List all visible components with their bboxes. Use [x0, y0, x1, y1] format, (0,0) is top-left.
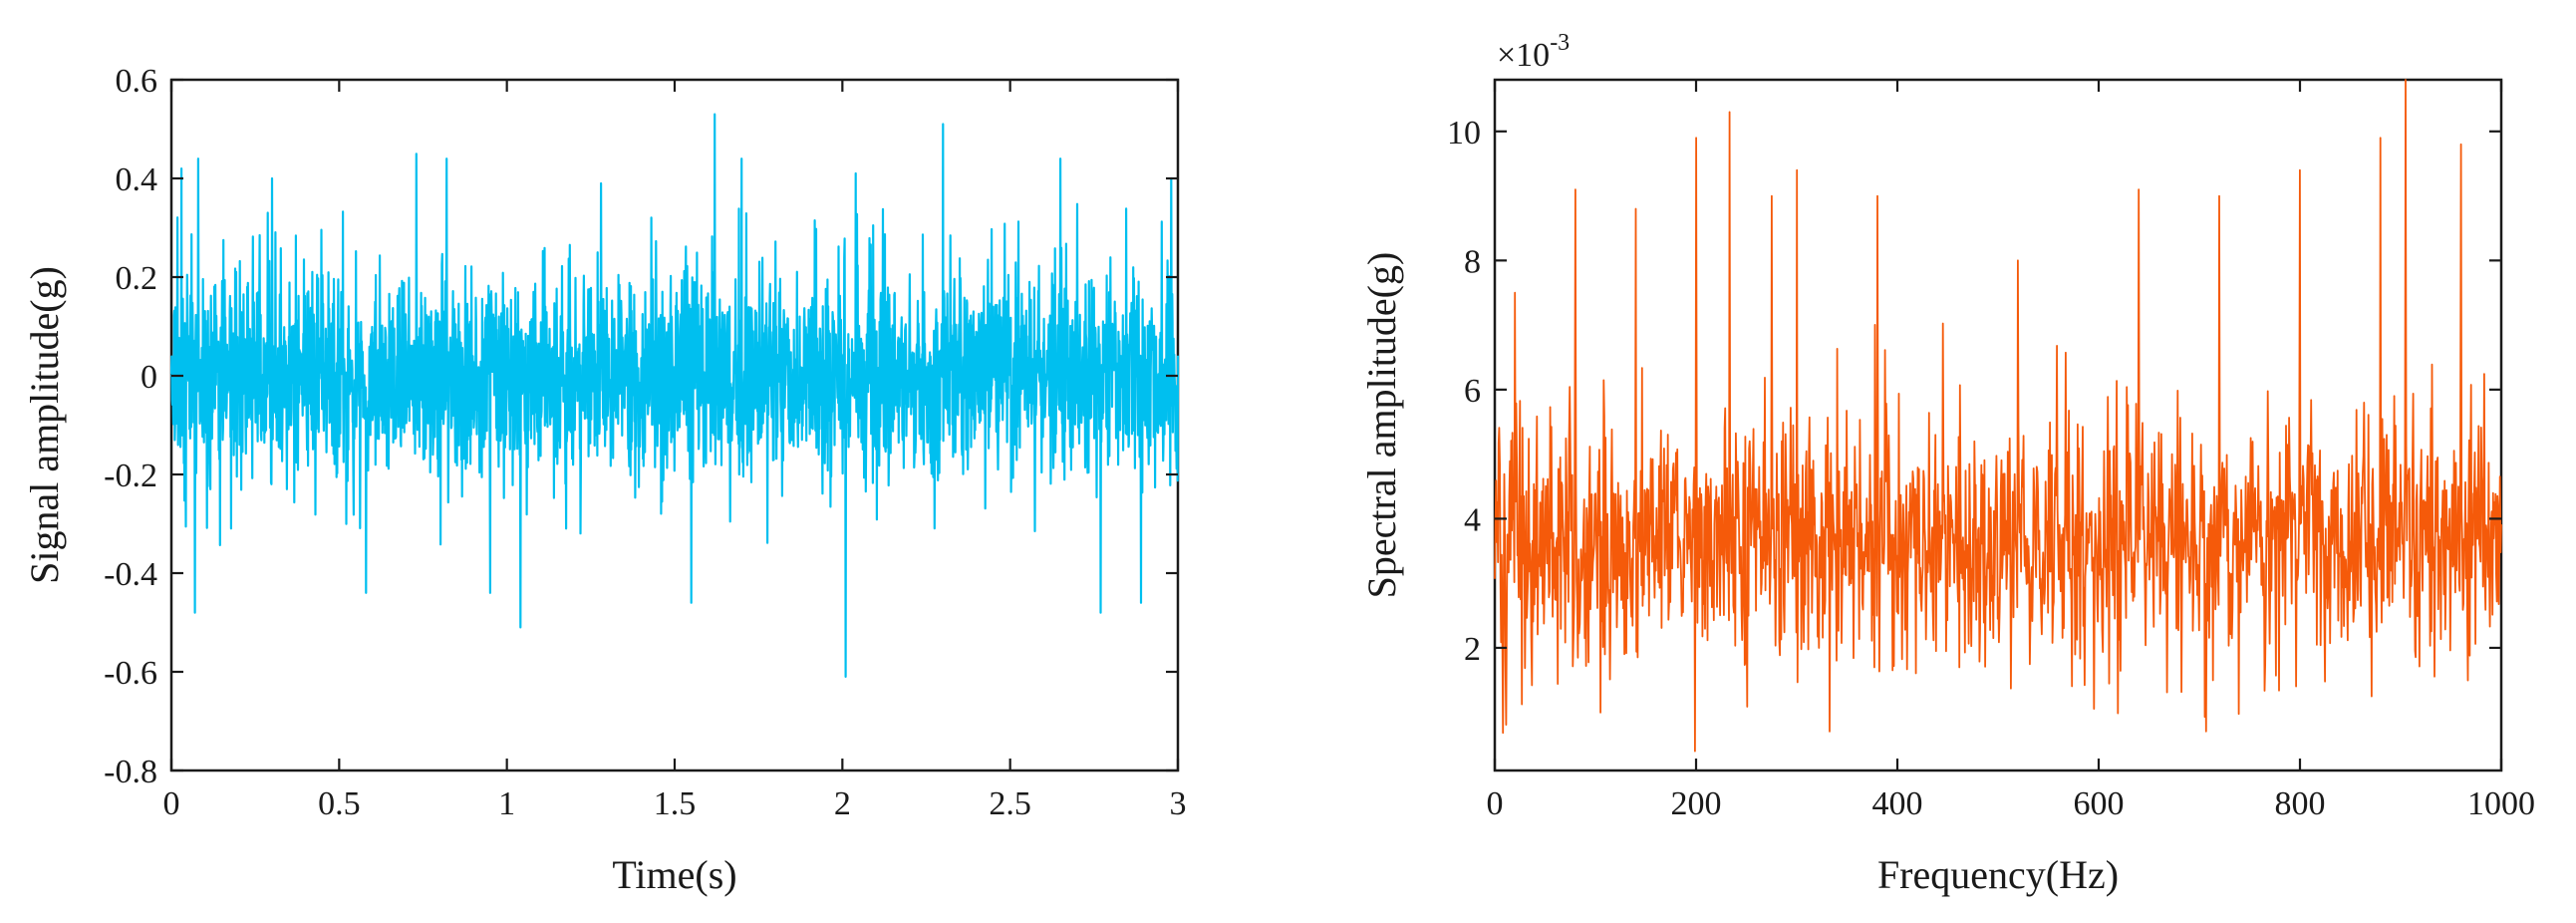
time-signal-y-tick-label: 0.2 — [116, 260, 158, 297]
spectrum-x-tick-label: 1000 — [2467, 785, 2535, 822]
spectrum-y-exponent: ×10-3 — [1497, 30, 1570, 74]
time-signal-x-axis-label: Time(s) — [612, 852, 736, 897]
time-signal-x-tick-label: 2.5 — [989, 785, 1031, 822]
time-signal-ticks: 0 0.5 1 1.5 2 2.5 3 -0.8 -0.6 -0.4 -0.2 0 0.2 0.4 0.6 — [104, 63, 1186, 822]
time-signal-y-tick-label: -0.8 — [104, 754, 157, 790]
time-signal-y-axis-label: Signal amplitude(g) — [22, 266, 67, 584]
spectrum-x-tick-label: 400 — [1872, 785, 1923, 822]
time-signal-x-tick-label: 0 — [163, 785, 180, 822]
spectrum-ticks: 0 200 400 600 800 1000 2 4 6 8 10 — [1447, 80, 2535, 822]
spectrum-y-tick-label: 4 — [1464, 501, 1481, 538]
time-signal-x-tick-label: 3 — [1170, 785, 1187, 822]
spectrum-y-tick-label: 10 — [1447, 115, 1481, 152]
time-signal-y-tick-label: 0.4 — [116, 161, 158, 198]
time-signal-series — [169, 113, 1180, 678]
spectrum-x-tick-label: 600 — [2074, 785, 2125, 822]
spectrum-y-axis-label: Spectral amplitude(g) — [1359, 252, 1404, 599]
time-signal-chart: 0 0.5 1 1.5 2 2.5 3-0.8-0.6-0.4-0.200.20.40.6 … — [22, 63, 1187, 897]
time-signal-x-tick-label: 1.5 — [654, 785, 697, 822]
time-signal-x-tick-label: 1 — [498, 785, 515, 822]
time-signal-x-tick-label: 2 — [834, 785, 851, 822]
spectrum-plot-frame — [1493, 78, 2503, 772]
spectrum-line — [1494, 79, 2502, 753]
time-signal-y-tick-label: -0.6 — [104, 655, 157, 692]
spectrum-x-tick-label: 0 — [1487, 785, 1504, 822]
time-signal-y-tick-label: 0.6 — [116, 63, 158, 100]
spectrum-y-tick-label: 8 — [1464, 243, 1481, 280]
time-signal-y-tick-label: -0.2 — [104, 458, 157, 494]
time-signal-x-tick-label: 0.5 — [318, 785, 361, 822]
time-signal-y-tick-label: -0.4 — [104, 556, 157, 593]
spectrum-series — [1494, 79, 2502, 753]
time-signal-line — [169, 113, 1180, 678]
spectrum-x-tick-label: 800 — [2275, 785, 2326, 822]
spectrum-chart: 0 200 400 600 800 1000 2 4 6 8 10 Frequency(Hz) Sp… — [1359, 30, 2535, 897]
spectrum-y-exponent-power: -3 — [1550, 30, 1570, 56]
spectrum-y-tick-label: 2 — [1464, 631, 1481, 668]
spectrum-y-exponent-base: ×10 — [1497, 37, 1550, 74]
spectrum-x-axis-label: Frequency(Hz) — [1877, 852, 2119, 897]
time-signal-y-tick-label: 0 — [141, 359, 157, 396]
spectrum-y-tick-label: 6 — [1464, 373, 1481, 410]
spectrum-x-tick-label: 200 — [1671, 785, 1722, 822]
